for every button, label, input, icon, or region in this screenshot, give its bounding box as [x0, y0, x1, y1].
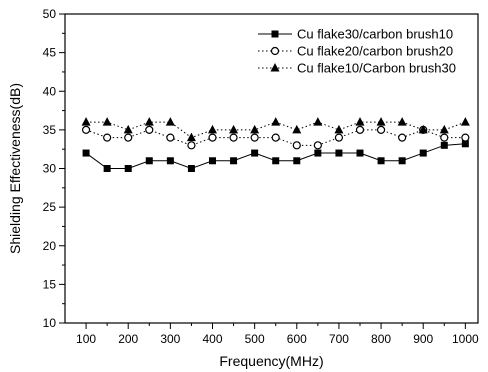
legend-label: Cu flake10/Carbon brush30: [297, 61, 456, 76]
data-point-circle: [208, 133, 217, 142]
data-point-square: [272, 157, 280, 165]
legend: Cu flake30/carbon brush10 Cu flake20/carb…: [258, 27, 456, 76]
data-point-circle: [398, 133, 407, 142]
x-tick-label: 800: [371, 332, 391, 346]
data-point-triangle: [292, 124, 302, 134]
data-point-triangle: [334, 124, 344, 134]
data-point-square: [230, 157, 238, 165]
series-2: [81, 125, 470, 150]
legend-label: Cu flake20/carbon brush20: [297, 44, 453, 59]
y-tick-label: 20: [43, 239, 57, 253]
x-tick-label: 500: [245, 332, 265, 346]
legend-label: Cu flake30/carbon brush10: [297, 27, 453, 42]
data-point-triangle: [208, 124, 217, 134]
data-point-triangle: [376, 117, 386, 126]
data-point-circle: [271, 133, 280, 142]
data-point-circle: [461, 133, 470, 142]
data-point-triangle: [439, 124, 449, 134]
data-point-square: [419, 149, 427, 157]
series-3: [81, 117, 470, 142]
series-1: [82, 140, 469, 172]
data-point-triangle: [229, 124, 239, 134]
x-tick-label: 900: [413, 332, 433, 346]
data-point-triangle: [397, 117, 407, 126]
x-axis-title: Frequency(MHz): [219, 353, 323, 369]
data-point-square: [82, 149, 90, 157]
data-point-square: [440, 141, 448, 149]
data-point-circle: [270, 46, 280, 56]
data-point-circle: [187, 141, 196, 150]
data-point-square: [314, 149, 322, 157]
x-tick-label: 200: [118, 332, 138, 346]
data-point-triangle: [313, 117, 323, 126]
data-point-triangle: [418, 124, 428, 134]
y-tick-label: 25: [43, 200, 57, 214]
data-point-circle: [81, 125, 91, 134]
legend-item-1: Cu flake30/carbon brush10: [258, 27, 453, 42]
data-point-square: [335, 149, 343, 157]
data-point-triangle: [186, 132, 196, 142]
data-point-square: [145, 157, 153, 165]
data-point-circle: [355, 125, 365, 134]
data-point-triangle: [123, 124, 133, 134]
data-point-circle: [376, 125, 386, 134]
x-tick-label: 700: [329, 332, 349, 346]
data-point-triangle: [460, 117, 470, 126]
data-point-square: [251, 149, 259, 157]
y-tick-label: 15: [43, 277, 57, 291]
x-tick-label: 1000: [452, 332, 479, 346]
y-tick-label: 45: [43, 46, 57, 60]
x-tick-label: 600: [287, 332, 307, 346]
data-point-circle: [229, 133, 238, 142]
data-point-triangle: [355, 117, 365, 126]
data-point-square: [209, 157, 216, 165]
data-point-triangle: [165, 117, 175, 126]
x-tick-label: 100: [76, 332, 96, 346]
data-point-square: [187, 165, 195, 172]
data-point-triangle: [270, 63, 280, 72]
data-point-square: [461, 140, 469, 148]
data-point-square: [293, 157, 301, 165]
x-tick-label: 400: [202, 332, 222, 346]
data-point-square: [166, 157, 174, 165]
data-point-triangle: [102, 117, 112, 126]
data-point-triangle: [250, 124, 260, 134]
y-axis-title: Shielding Effectiveness(dB): [7, 83, 23, 254]
y-tick-label: 50: [43, 7, 57, 21]
data-point-triangle: [144, 117, 154, 126]
data-point-circle: [250, 133, 259, 142]
data-point-triangle: [81, 117, 91, 126]
data-point-circle: [145, 125, 154, 134]
y-tick-label: 30: [43, 162, 57, 176]
series-layer: [81, 117, 470, 172]
x-tick-label: 300: [160, 332, 180, 346]
data-point-square: [103, 165, 111, 172]
y-tick-label: 40: [43, 84, 57, 98]
y-tick-label: 10: [43, 316, 57, 330]
data-point-square: [398, 157, 406, 165]
data-point-square: [124, 165, 132, 172]
y-axis: 10 15 20 25 30 35 40 45 50: [43, 7, 65, 330]
data-point-square: [377, 157, 385, 165]
data-point-circle: [440, 133, 449, 142]
data-point-circle: [292, 141, 301, 150]
data-point-circle: [334, 133, 344, 142]
series-line: [85, 143, 466, 170]
data-point-circle: [103, 133, 112, 142]
x-axis: 100 200 300 400 500 600 700 800 900 1000: [76, 323, 479, 346]
data-point-circle: [124, 133, 133, 142]
data-point-square: [271, 30, 279, 38]
data-point-circle: [166, 133, 175, 142]
legend-item-2: Cu flake20/carbon brush20: [258, 44, 453, 59]
data-point-triangle: [271, 117, 281, 126]
data-point-square: [356, 149, 364, 157]
legend-item-3: Cu flake10/Carbon brush30: [258, 61, 456, 76]
y-tick-label: 35: [43, 123, 57, 137]
data-point-circle: [313, 141, 322, 150]
